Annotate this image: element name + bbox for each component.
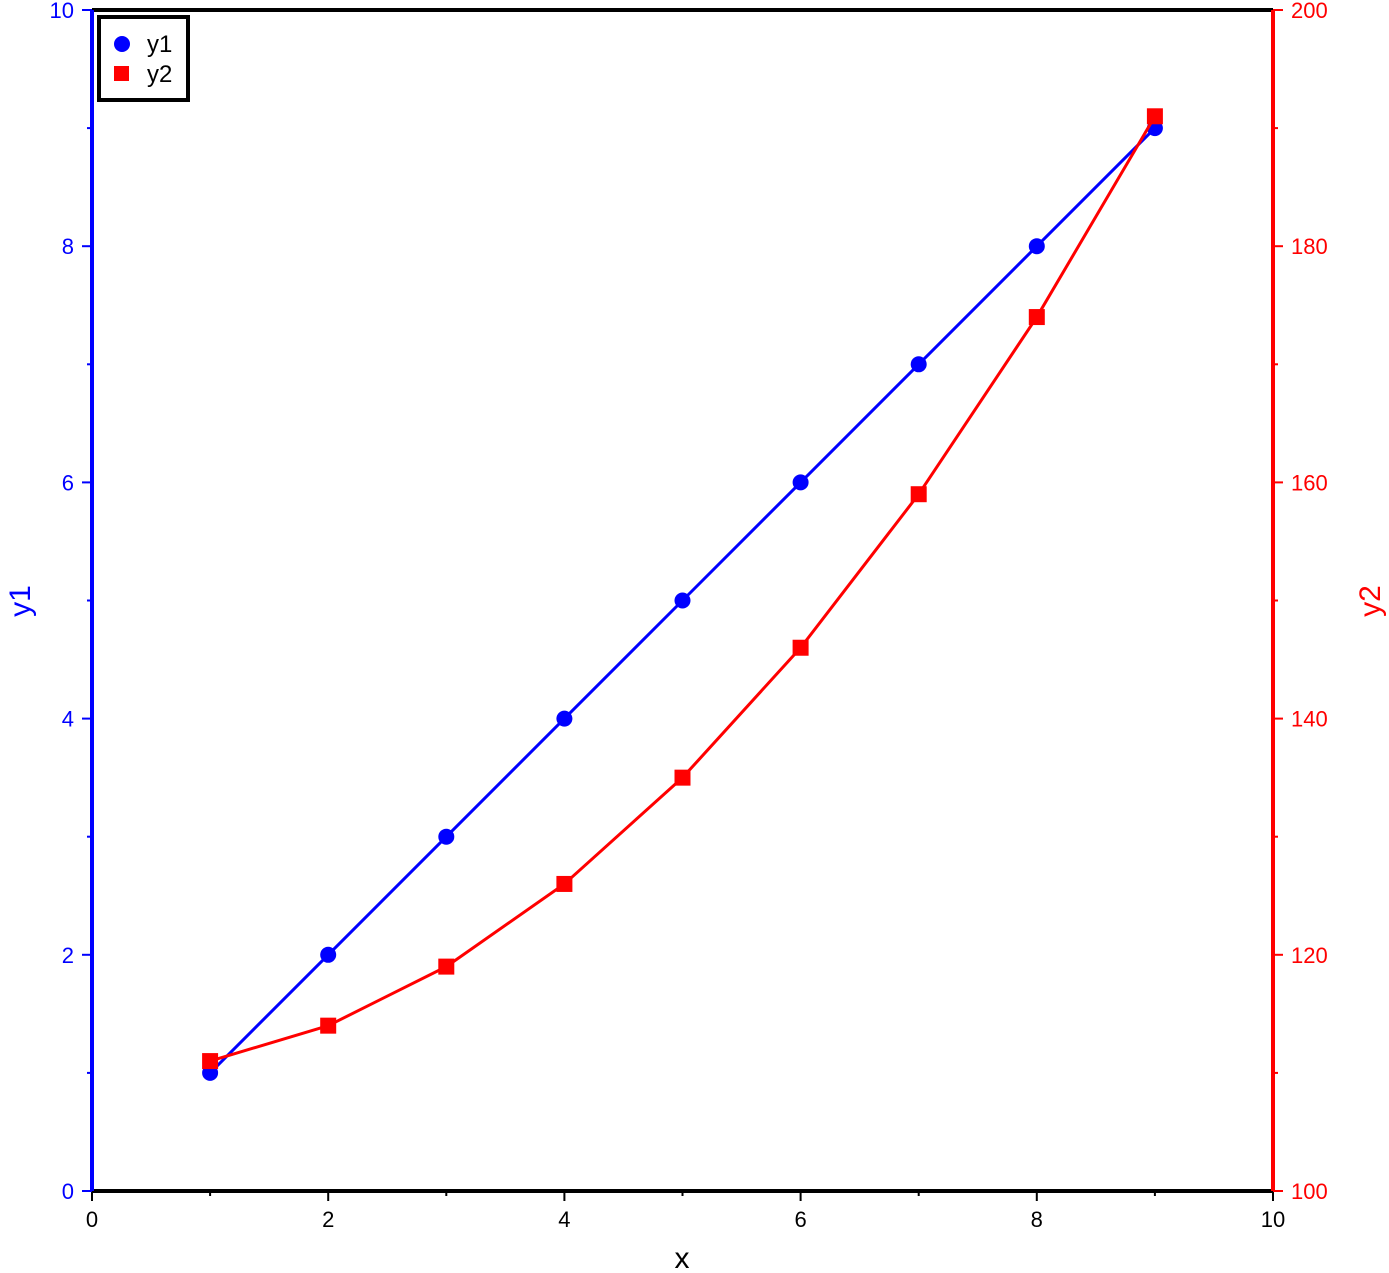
y1-tick-label: 4 bbox=[62, 707, 74, 732]
legend-label-y1: y1 bbox=[147, 31, 172, 58]
point-y1 bbox=[438, 828, 455, 845]
y1-tick-label: 6 bbox=[62, 470, 74, 495]
right-y-axis-ticks: 100 120 140 160 180 200 bbox=[1273, 0, 1328, 1204]
y1-tick-label: 2 bbox=[62, 943, 74, 968]
point-y2 bbox=[202, 1053, 219, 1070]
left-y-axis-title: y1 bbox=[4, 585, 37, 617]
point-y1 bbox=[910, 356, 927, 373]
legend-label-y2: y2 bbox=[147, 61, 172, 88]
point-y2 bbox=[792, 639, 809, 656]
point-y2 bbox=[320, 1017, 337, 1034]
x-tick-label: 8 bbox=[1031, 1207, 1043, 1232]
point-y1 bbox=[792, 474, 809, 491]
y2-tick-label: 160 bbox=[1291, 470, 1328, 495]
x-tick-label: 6 bbox=[794, 1207, 806, 1232]
legend: y1 y2 bbox=[97, 15, 190, 102]
x-tick-label: 0 bbox=[86, 1207, 98, 1232]
x-tick-label: 4 bbox=[558, 1207, 570, 1232]
point-y2 bbox=[556, 875, 573, 892]
y2-tick-label: 120 bbox=[1291, 943, 1328, 968]
point-y2 bbox=[1028, 309, 1045, 326]
x-tick-label: 2 bbox=[322, 1207, 334, 1232]
point-y1 bbox=[556, 710, 573, 727]
x-axis-ticks: 0 2 4 6 8 10 bbox=[86, 1191, 1285, 1232]
point-y2 bbox=[674, 769, 691, 786]
legend-box bbox=[97, 15, 190, 102]
y2-tick-label: 100 bbox=[1291, 1179, 1328, 1204]
y1-tick-label: 10 bbox=[50, 0, 74, 23]
y1-tick-label: 8 bbox=[62, 234, 74, 259]
y2-tick-label: 200 bbox=[1291, 0, 1328, 23]
series-layer bbox=[202, 108, 1163, 1081]
point-y2 bbox=[438, 958, 455, 975]
left-y-axis-ticks: 0 2 4 6 8 10 bbox=[50, 0, 92, 1204]
point-y1 bbox=[1028, 238, 1045, 255]
legend-marker-y2 bbox=[114, 66, 129, 81]
point-y2 bbox=[1146, 108, 1163, 125]
right-y-axis-title: y2 bbox=[1354, 585, 1387, 617]
series-line-y2 bbox=[209, 115, 1157, 1063]
y2-tick-label: 180 bbox=[1291, 234, 1328, 259]
point-y2 bbox=[910, 486, 927, 503]
point-y1 bbox=[674, 592, 691, 609]
x-tick-label: 10 bbox=[1261, 1207, 1285, 1232]
x-axis-title: x bbox=[675, 1242, 690, 1273]
legend-marker-y1 bbox=[114, 36, 130, 52]
point-y1 bbox=[320, 946, 337, 963]
y1-tick-label: 0 bbox=[62, 1179, 74, 1204]
y2-tick-label: 140 bbox=[1291, 707, 1328, 732]
